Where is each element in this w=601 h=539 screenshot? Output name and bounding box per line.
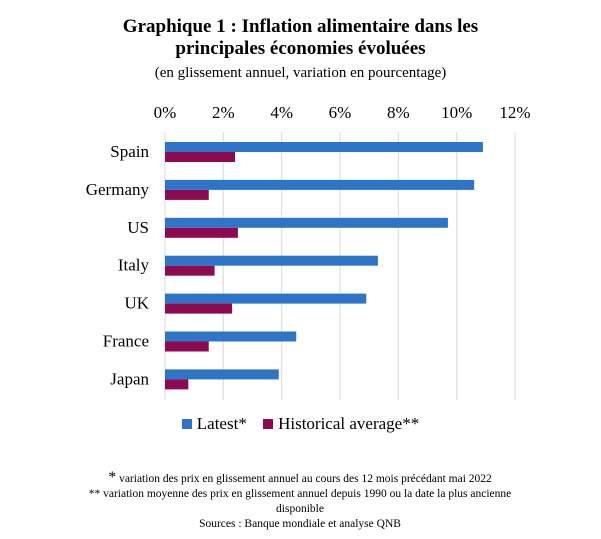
footnotes: * variation des prix en glissement annue… — [60, 470, 540, 532]
bar-latest — [165, 217, 448, 228]
bar-historical-average — [165, 152, 235, 162]
bar-historical-average — [165, 189, 209, 200]
bar-latest — [165, 179, 475, 190]
bar-latest — [165, 142, 483, 152]
x-tick-label: 8% — [387, 103, 410, 122]
footnote-1: * variation des prix en glissement annue… — [60, 470, 540, 487]
legend-item-historical: Historical average** — [263, 414, 419, 434]
x-tick-label: 12% — [499, 103, 530, 122]
chart-title-line-1: Graphique 1 : Inflation alimentaire dans… — [122, 16, 479, 37]
category-label: UK — [124, 294, 149, 313]
legend-swatch-latest — [181, 419, 192, 429]
legend-swatch-historical — [263, 419, 274, 429]
bar-latest — [165, 293, 367, 304]
category-label: Japan — [110, 369, 149, 388]
legend-label-latest: Latest* — [196, 414, 247, 433]
legend-label-historical: Historical average** — [278, 414, 420, 433]
category-label: US — [127, 218, 149, 237]
category-label: Italy — [118, 256, 150, 275]
chart-subtitle: (en glissement annuel, variation en pour… — [154, 65, 447, 81]
footnote-star: * — [108, 469, 117, 486]
bar-historical-average — [165, 379, 189, 390]
legend: Latest* Historical average** — [0, 414, 601, 434]
bar-historical-average — [165, 227, 238, 238]
category-labels: Spain Germany US Italy UK France Japan — [86, 142, 150, 388]
footnote-1-text: variation des prix en glissement annuel … — [116, 473, 492, 485]
x-axis-ticks: 0% 2% 4% 6% 8% 10% 12% — [154, 103, 531, 122]
sources-note: Sources : Banque mondiale et analyse QNB — [199, 518, 401, 530]
category-label: Germany — [86, 180, 150, 199]
bar-historical-average — [165, 341, 209, 352]
chart-title: Graphique 1 : Inflation alimentaire dans… — [0, 16, 601, 60]
legend-item-latest: Latest* — [181, 414, 247, 434]
bar-latest — [165, 255, 378, 266]
x-tick-label: 2% — [212, 103, 235, 122]
bars — [165, 142, 483, 390]
x-tick-label: 10% — [441, 103, 472, 122]
x-tick-label: 4% — [270, 103, 293, 122]
chart-title-line-2: principales économies évoluées — [175, 38, 426, 59]
x-tick-label: 0% — [154, 103, 177, 122]
bar-latest — [165, 331, 297, 342]
bar-latest — [165, 369, 279, 380]
category-label: France — [103, 332, 149, 351]
gridlines — [164, 132, 516, 400]
footnote-2: ** variation moyenne des prix en glissem… — [88, 488, 512, 500]
x-tick-label: 6% — [329, 103, 352, 122]
category-label: Spain — [110, 142, 149, 161]
bar-historical-average — [165, 265, 215, 276]
footnote-2-cont: disponible — [276, 503, 324, 515]
bar-historical-average — [165, 303, 233, 314]
